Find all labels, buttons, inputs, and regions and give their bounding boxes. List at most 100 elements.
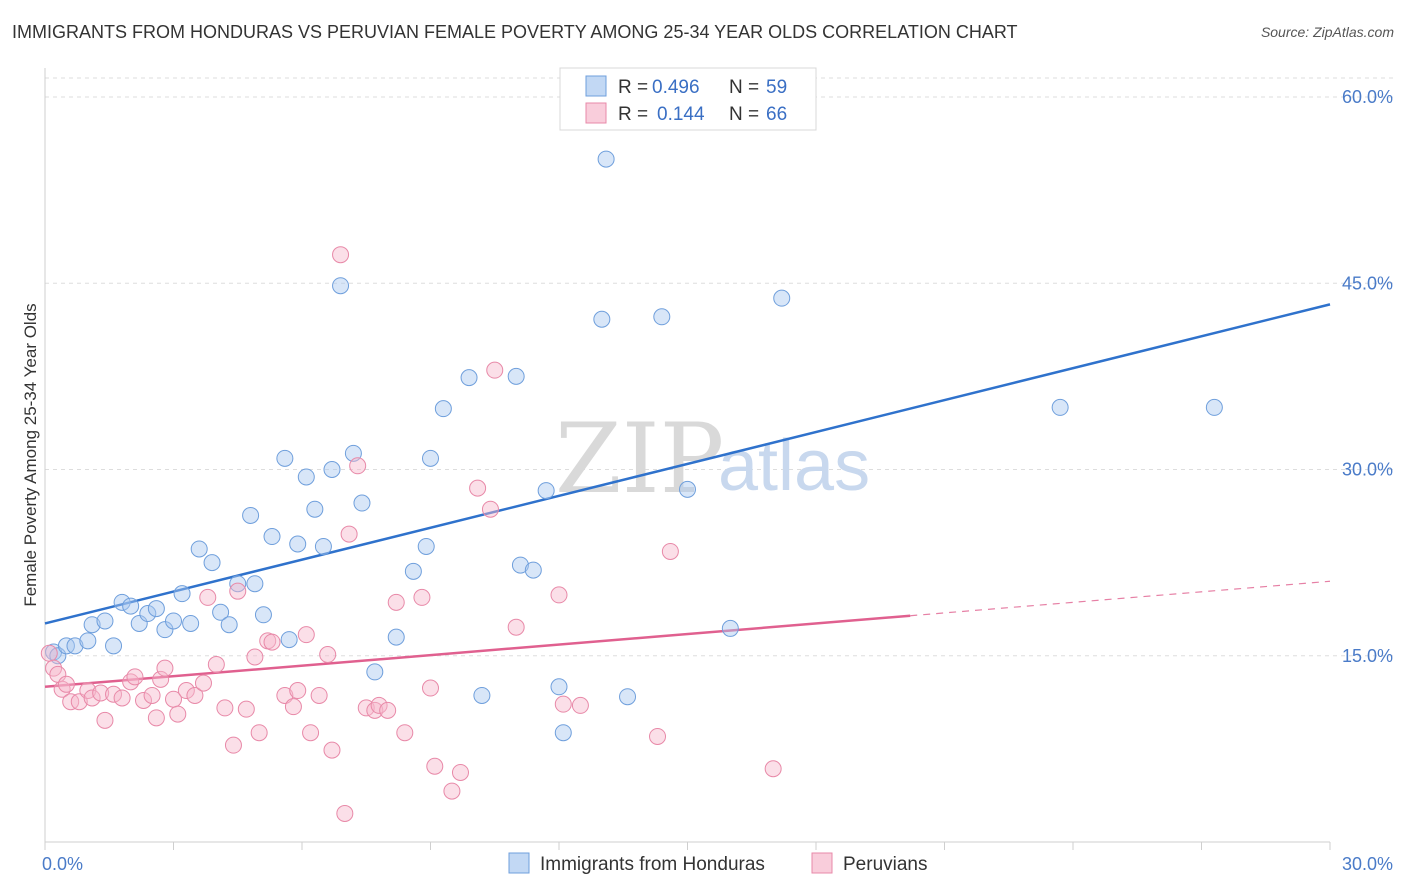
x-tick-label-1: 30.0%	[1342, 854, 1393, 874]
legend-r-value-honduras: 0.496	[652, 77, 700, 98]
point-honduras-21	[229, 575, 247, 593]
point-peruvians-11	[105, 685, 123, 703]
point-honduras-29	[297, 468, 315, 486]
point-peruvians-16	[143, 686, 161, 704]
watermark-atlas: atlas	[718, 426, 870, 506]
legend-n-label-peruvians: N =	[729, 104, 759, 125]
point-honduras-4	[79, 632, 97, 650]
point-peruvians-10	[96, 711, 114, 729]
point-honduras-43	[473, 686, 491, 704]
point-honduras-47	[537, 482, 555, 500]
point-peruvians-50	[387, 593, 405, 611]
point-honduras-6	[96, 612, 114, 630]
y-tick-label-1: 30.0%	[1342, 460, 1393, 480]
point-honduras-46	[524, 561, 542, 579]
point-peruvians-52	[413, 588, 431, 606]
point-peruvians-9	[92, 684, 110, 702]
grid-lines	[45, 77, 1395, 657]
point-peruvians-54	[426, 757, 444, 775]
point-honduras-30	[306, 500, 324, 518]
watermark: ZIP atlas	[555, 403, 870, 515]
bottom-legend: Immigrants from Honduras Peruvians	[508, 852, 928, 875]
point-peruvians-0	[40, 644, 58, 662]
point-peruvians-64	[649, 727, 667, 745]
point-honduras-55	[721, 619, 739, 637]
point-honduras-22	[242, 506, 260, 524]
legend-n-label-honduras: N =	[729, 77, 759, 98]
point-honduras-8	[113, 593, 131, 611]
point-honduras-57	[1051, 398, 1069, 416]
point-honduras-2	[57, 637, 75, 655]
point-peruvians-25	[199, 588, 217, 606]
x-tick-labels: 0.0% 30.0%	[42, 854, 1393, 874]
point-peruvians-17	[147, 709, 165, 727]
chart-source: Source: ZipAtlas.com	[1260, 24, 1394, 40]
axes	[44, 68, 1331, 850]
legend-n-value-honduras: 59	[766, 77, 787, 98]
point-honduras-56	[773, 289, 791, 307]
point-honduras-11	[139, 605, 157, 623]
point-peruvians-58	[481, 500, 499, 518]
point-peruvians-65	[661, 542, 679, 560]
point-honduras-51	[593, 310, 611, 328]
trend-line-peruvians-dashed	[910, 580, 1331, 617]
trend-line-honduras	[44, 303, 1331, 625]
point-peruvians-29	[229, 582, 247, 600]
point-peruvians-15	[135, 691, 153, 709]
point-honduras-54	[679, 480, 696, 498]
point-honduras-49	[554, 724, 572, 742]
point-peruvians-21	[169, 705, 187, 723]
point-peruvians-49	[379, 701, 397, 719]
point-peruvians-48	[370, 696, 388, 714]
point-honduras-12	[147, 600, 165, 618]
point-peruvians-8	[83, 689, 101, 707]
data-points	[40, 150, 1223, 822]
point-peruvians-27	[216, 699, 234, 717]
point-peruvians-22	[177, 682, 195, 700]
point-honduras-39	[417, 537, 435, 555]
point-honduras-28	[289, 535, 307, 553]
point-peruvians-59	[486, 361, 504, 379]
point-honduras-18	[203, 554, 221, 572]
y-tick-label-2: 45.0%	[1342, 273, 1393, 293]
point-honduras-17	[190, 540, 208, 558]
x-tick-label-0: 0.0%	[42, 854, 83, 874]
point-peruvians-18	[152, 670, 170, 688]
point-peruvians-66	[764, 760, 782, 778]
point-honduras-37	[387, 628, 405, 646]
point-peruvians-55	[443, 782, 461, 800]
point-honduras-3	[66, 637, 84, 655]
point-peruvians-6	[70, 693, 88, 711]
point-peruvians-63	[571, 696, 589, 714]
point-honduras-15	[173, 585, 191, 603]
trend-line-peruvians	[44, 614, 911, 689]
point-peruvians-45	[349, 457, 367, 475]
point-peruvians-42	[323, 741, 341, 759]
point-honduras-16	[182, 614, 200, 632]
point-honduras-9	[122, 597, 140, 615]
bottom-legend-label-peruvians: Peruvians	[843, 854, 928, 875]
point-peruvians-31	[246, 648, 264, 666]
point-peruvians-32	[250, 724, 268, 742]
point-honduras-31	[314, 537, 332, 555]
point-peruvians-35	[276, 686, 294, 704]
y-axis-label: Female Poverty Among 25-34 Year Olds	[21, 303, 40, 606]
point-peruvians-40	[310, 686, 328, 704]
point-peruvians-61	[550, 586, 568, 604]
legend-swatch-honduras	[585, 75, 607, 97]
point-honduras-32	[323, 461, 341, 478]
legend-r-value-peruvians: 0.144	[657, 104, 705, 125]
point-peruvians-28	[224, 736, 242, 754]
y-tick-labels: 15.0% 30.0% 45.0% 60.0%	[1342, 87, 1393, 666]
point-peruvians-51	[396, 724, 414, 742]
y-tick-label-3: 60.0%	[1342, 87, 1393, 107]
point-peruvians-36	[284, 698, 302, 716]
point-peruvians-19	[156, 659, 174, 677]
point-peruvians-24	[194, 674, 212, 692]
legend-swatch-peruvians	[585, 102, 607, 124]
point-peruvians-57	[469, 479, 487, 497]
point-honduras-36	[366, 663, 384, 681]
point-peruvians-62	[554, 695, 572, 713]
point-honduras-14	[165, 612, 182, 630]
